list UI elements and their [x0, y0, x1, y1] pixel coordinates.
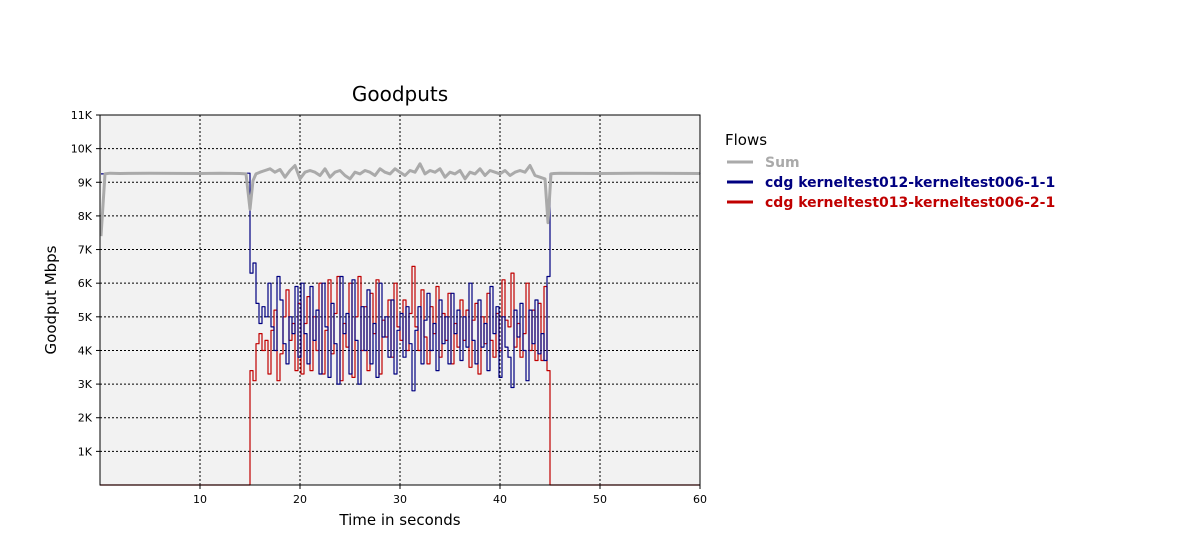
- y-tick-label: 5K: [78, 311, 93, 324]
- sum-series-line: [99, 162, 701, 237]
- legend-item-flow-2: cdg kerneltest013-kerneltest006-2-1: [765, 195, 1055, 211]
- y-tick-label: 9K: [78, 176, 93, 189]
- legend-item-flow-1: cdg kerneltest012-kerneltest006-1-1: [765, 175, 1055, 191]
- y-axis-label: Goodput Mbps: [42, 245, 60, 354]
- x-axis-ticks: 10 20 30 40 50 60: [193, 485, 707, 506]
- y-axis-ticks: 1K 2K 3K 4K 5K 6K 7K 8K 9K 10K 11K: [71, 109, 100, 458]
- x-tick-label: 20: [293, 493, 307, 506]
- x-tick-label: 50: [593, 493, 607, 506]
- x-axis-label: Time in seconds: [338, 511, 460, 529]
- x-tick-label: 10: [193, 493, 207, 506]
- grid-lines: [100, 115, 700, 485]
- y-tick-label: 4K: [78, 344, 93, 357]
- y-tick-label: 2K: [78, 412, 93, 425]
- legend-item-sum: Sum: [765, 155, 800, 171]
- chart-title: Goodputs: [352, 82, 448, 106]
- y-tick-label: 8K: [78, 210, 93, 223]
- y-tick-label: 3K: [78, 378, 93, 391]
- x-tick-label: 40: [493, 493, 507, 506]
- y-tick-label: 1K: [78, 445, 93, 458]
- x-tick-label: 60: [693, 493, 707, 506]
- x-tick-label: 30: [393, 493, 407, 506]
- y-tick-label: 10K: [71, 143, 93, 156]
- legend: Flows Sum cdg kerneltest012-kerneltest006…: [725, 131, 1055, 211]
- legend-items: Sum cdg kerneltest012-kerneltest006-1-1 cd…: [727, 155, 1055, 211]
- y-tick-label: 7K: [78, 244, 93, 257]
- y-tick-label: 11K: [71, 109, 93, 122]
- legend-title: Flows: [725, 131, 767, 149]
- flow-1-series-line: [101, 172, 701, 392]
- y-tick-label: 6K: [78, 277, 93, 290]
- series-lines: [99, 162, 701, 486]
